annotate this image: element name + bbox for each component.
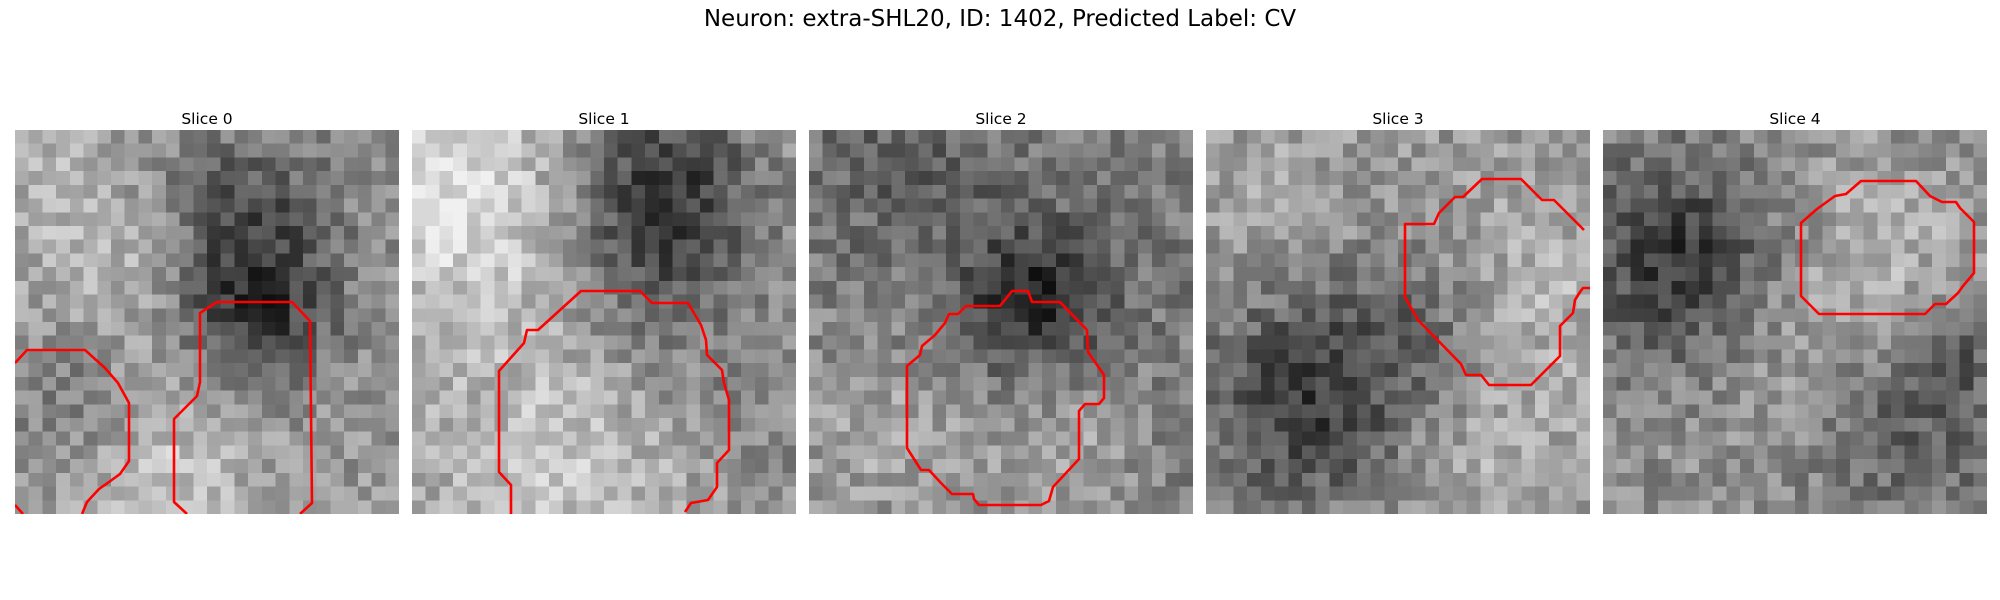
slice-2-title: Slice 2 xyxy=(975,110,1027,128)
slice-4-grayscale-image xyxy=(1603,130,1987,514)
slice-0-roi-contour xyxy=(15,504,24,514)
slice-1-title: Slice 1 xyxy=(578,110,630,128)
slice-3-title: Slice 3 xyxy=(1372,110,1424,128)
slice-0-image-area xyxy=(15,130,399,514)
slice-2-image-area xyxy=(809,130,1193,514)
slice-0-title: Slice 0 xyxy=(181,110,233,128)
figure-title: Neuron: extra-SHL20, ID: 1402, Predicted… xyxy=(703,6,1297,32)
slice-2-contour-overlay xyxy=(905,289,1106,507)
slice-2-grayscale-image xyxy=(809,130,1193,514)
slice-panel-3: Slice 3 xyxy=(1206,108,1590,514)
slice-1-image-area xyxy=(412,130,796,514)
slice-panel-2: Slice 2 xyxy=(809,108,1193,514)
slice-1-roi-contour xyxy=(497,289,731,514)
slice-2-roi-contour xyxy=(905,289,1106,507)
slice-3-contour-overlay xyxy=(1403,177,1590,387)
slice-0-contour-overlay xyxy=(15,300,314,514)
slice-4-image-area xyxy=(1603,130,1987,514)
slice-panel-1: Slice 1 xyxy=(412,108,796,514)
slice-0-roi-contour xyxy=(172,300,314,514)
slice-3-image-area xyxy=(1206,130,1590,514)
slice-4-title: Slice 4 xyxy=(1769,110,1821,128)
slice-1-grayscale-image xyxy=(412,130,796,514)
slice-1-contour-overlay xyxy=(497,289,731,514)
slice-0-grayscale-image xyxy=(15,130,399,514)
slice-panel-0: Slice 0 xyxy=(15,108,399,514)
slice-3-roi-contour xyxy=(1403,177,1590,387)
slice-3-grayscale-image xyxy=(1206,130,1590,514)
slice-panel-4: Slice 4 xyxy=(1603,108,1987,514)
slice-0-roi-contour xyxy=(15,348,131,514)
slice-4-roi-contour xyxy=(1799,179,1976,316)
slice-4-contour-overlay xyxy=(1799,179,1976,316)
